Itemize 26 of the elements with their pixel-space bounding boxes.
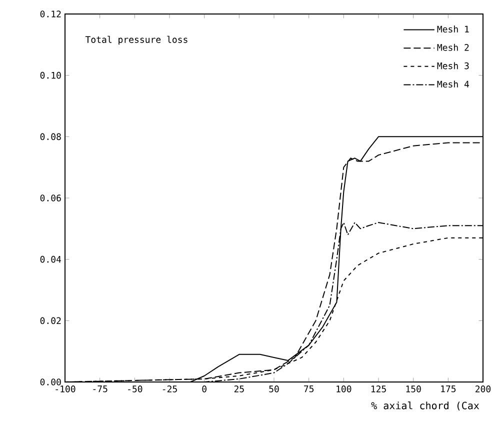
x-tick-label: -25 (162, 386, 177, 392)
x-tick-label: 200 (476, 386, 491, 392)
x-tick-label: 150 (406, 386, 421, 392)
x-tick-label: -50 (128, 386, 142, 392)
y-tick-label: 0.12 (40, 10, 61, 18)
y-tick-label: 0.08 (40, 133, 61, 140)
x-tick-label: -75 (93, 386, 108, 392)
y-tick-label: 0.00 (40, 378, 61, 386)
legend-label: Mesh 4 (437, 80, 470, 88)
y-tick-label: 0.10 (40, 72, 61, 79)
annotation: Total pressure loss (85, 36, 188, 45)
legend-label: Mesh 3 (437, 62, 469, 70)
x-tick-label: -100 (56, 386, 76, 392)
y-tick-label: 0.04 (40, 256, 62, 263)
x-tick-label: 25 (234, 386, 244, 392)
x-tick-label: 175 (441, 386, 456, 392)
legend-label: Mesh 1 (437, 26, 469, 33)
x-tick-label: 0 (202, 386, 206, 392)
legend-label: Mesh 2 (437, 44, 469, 51)
x-tick-label: 100 (336, 386, 352, 392)
y-tick-label: 0.02 (40, 317, 61, 324)
x-tick-label: 50 (269, 386, 279, 392)
x-tick-label: 75 (304, 386, 314, 392)
x-axis-title: % axial chord (Cax (371, 402, 480, 411)
x-tick-label: 125 (371, 386, 386, 392)
y-tick-label: 0.06 (40, 194, 61, 202)
